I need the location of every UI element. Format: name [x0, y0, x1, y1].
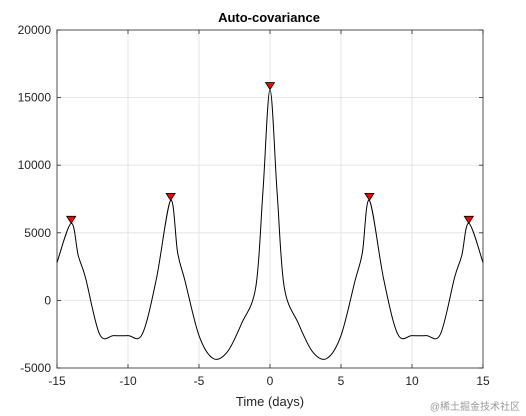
- x-tick-label: -15: [48, 374, 66, 388]
- y-tick-label: 10000: [18, 158, 52, 172]
- x-tick-label: 0: [267, 374, 274, 388]
- peak-marker: [264, 82, 276, 91]
- watermark: @稀土掘金技术社区: [430, 400, 520, 413]
- chart-title: Auto-covariance: [218, 10, 320, 25]
- peak-markers: [65, 82, 475, 225]
- peak-marker: [463, 215, 475, 225]
- y-tick-label: 0: [44, 293, 51, 307]
- axis-ticks: -15 -10 -5 0 5 10 15 -5000 0 5000 10000 15000 20000: [18, 23, 490, 388]
- x-tick-label: -5: [194, 374, 205, 388]
- y-tick-label: 5000: [24, 226, 51, 240]
- y-tick-label: 15000: [18, 91, 52, 105]
- peak-marker: [65, 215, 77, 225]
- x-tick-label: 5: [338, 374, 345, 388]
- y-tick-label: 20000: [18, 23, 52, 37]
- y-tick-label: -5000: [20, 361, 51, 375]
- peak-marker: [364, 192, 375, 202]
- peak-marker: [165, 192, 176, 202]
- x-axis-label: Time (days): [236, 394, 304, 409]
- x-tick-label: -10: [119, 374, 137, 388]
- grid-lines: [57, 30, 483, 368]
- x-tick-label: 10: [405, 374, 419, 388]
- x-tick-label: 15: [476, 374, 490, 388]
